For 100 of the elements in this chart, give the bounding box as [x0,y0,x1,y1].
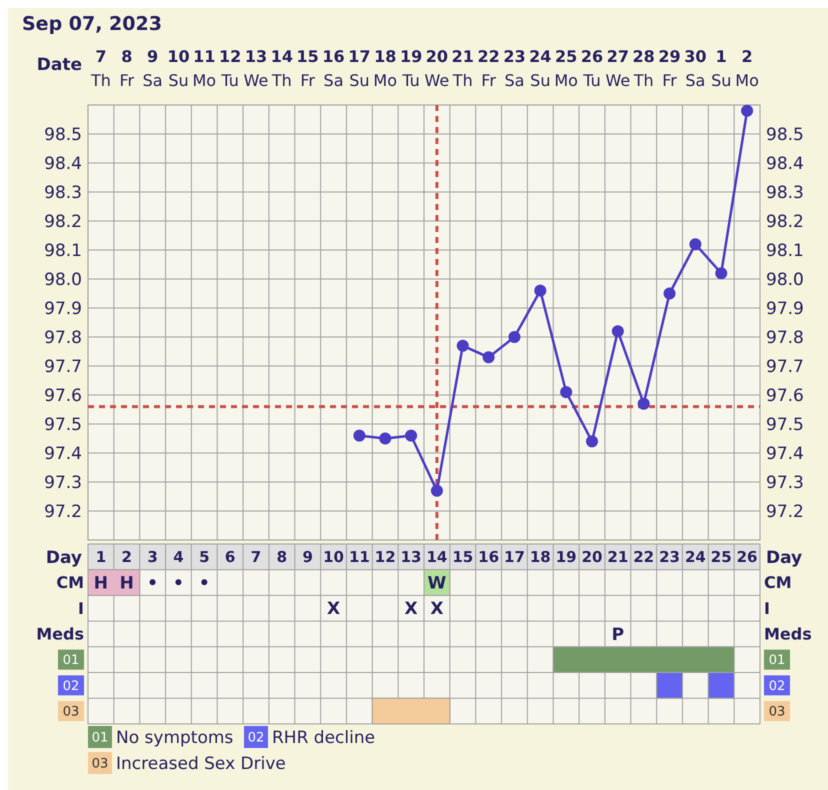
x-tick-label: 13 [400,548,422,566]
x-tick-label: 29 Fr [658,47,681,90]
x-tick-label: 26 Tu [580,47,604,90]
x-tick-label: 10 Su [167,47,190,90]
x-tick-label: 6 [224,548,236,566]
y-tick-label: 02 [768,678,786,694]
x-tick-label: 16 Sa [322,47,345,90]
x-tick-label: 26 [736,548,758,566]
point [689,238,702,250]
annotation: W [428,574,447,594]
y-tick-label: 01 [768,653,786,668]
y-tick-label: 03 [768,704,786,720]
chart-title: Sep 07, 2023 [22,13,162,35]
x-tick-label: 23 Sa [503,47,526,90]
y-tick-label: 97.7 [44,356,82,377]
point [560,386,572,398]
x-tick-label: 5 [199,548,210,566]
category-label: 01 [92,730,108,746]
y-tick-label: 98.3 [44,182,82,203]
x-tick-label: 3 [147,548,158,566]
x-tick-label: 25 Mo [554,47,578,90]
y-tick-label: 97.3 [44,472,82,493]
text: Increased Sex Drive [116,754,286,774]
x-tick-label: 28 Th [632,47,655,90]
annotation: • [147,574,158,594]
x-tick-label: 7 [250,548,262,566]
annotation: H [120,574,134,594]
point [638,398,650,410]
point [664,288,676,300]
point [612,325,624,338]
annotation: X [326,599,340,620]
point [379,432,392,444]
x-axis-title: Date [36,55,82,75]
x-tick-label: 13 We [244,47,268,90]
x-tick-label: 14 [426,548,448,566]
category-label: 03 [92,756,108,772]
x-tick-label: 25 [710,548,732,566]
text: Day [46,548,82,568]
x-tick-label: 20 We [424,47,450,90]
x-tick-label: 12 Tu [219,47,242,90]
annotation: X [404,599,418,620]
x-tick-label: 11 [348,548,370,566]
x-tick-label: 15 [452,548,474,566]
point [741,104,754,117]
x-tick-label: 24 [684,548,706,566]
point [353,430,366,442]
x-tick-label: 21 [607,548,628,566]
annotation: X [430,599,444,620]
point [430,484,443,497]
x-tick-label: 21 Th [452,47,474,90]
y-tick-label: 97.9 [44,298,82,319]
y-tick-label: 98.4 [44,154,82,174]
x-tick-label: 17 Su [348,47,371,90]
point [508,331,520,343]
x-tick-label: 14 Th [270,47,293,90]
x-tick-label: 17 [504,548,525,566]
y-tick-label: 98.5 [44,124,82,145]
point [586,435,598,448]
x-tick-label: 18 Mo [373,47,398,90]
point [715,267,728,280]
point [405,430,418,442]
x-tick-label: 8 Fr [119,47,134,90]
x-tick-label: 27 We [605,47,630,90]
x-tick-label: 23 [659,548,680,566]
x-tick-label: 30 Sa [684,47,707,90]
text: RHR decline [272,728,376,748]
x-tick-label: 1 [96,548,106,566]
y-tick-label: CM [764,573,792,592]
x-tick-label: 8 [276,548,288,566]
x-tick-label: 20 [582,548,602,566]
x-tick-label: 15 Fr [296,47,319,90]
x-tick-label: 9 Sa [142,47,163,90]
category-label: 02 [248,730,264,746]
x-tick-label: 19 [556,548,577,566]
x-tick-label: 16 [478,548,500,566]
annotation: H [94,574,108,594]
y-tick-label: 98.1 [44,240,82,261]
x-tick-label: 18 [530,548,551,566]
x-tick-label: 19 Tu [400,47,422,90]
y-tick-label: 97.2 [44,502,82,522]
x-tick-label: 22 [633,548,654,566]
y-tick-label: 98.2 [44,212,82,232]
text: No symptoms [116,728,234,748]
x-tick-label: 2 [122,548,132,566]
x-tick-label: 9 [302,548,313,566]
y-tick-label: 97.8 [44,328,82,348]
x-tick-label: 2 Mo [735,47,759,90]
annotation: • [198,574,210,594]
x-tick-label: 12 [374,548,396,566]
y-tick-label: 98.0 [44,270,82,290]
point [534,284,546,297]
y-tick-label: Meds [764,624,812,644]
x-tick-label: 22 Fr [477,47,500,90]
x-tick-label: 7 Th [90,47,111,90]
x-axis-title: Day [766,548,802,568]
x-tick-label: 11 Mo [192,47,216,90]
y-tick-label: 97.6 [44,386,82,406]
x-tick-label: 1 Su [711,47,732,90]
point [482,351,495,364]
x-tick-label: 10 [323,548,344,566]
